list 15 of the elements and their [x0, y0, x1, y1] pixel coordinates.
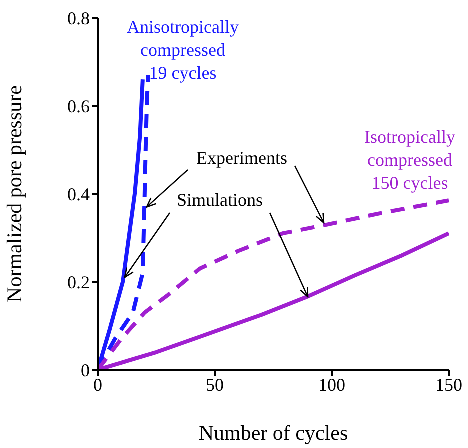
x-tick-label: 50: [206, 374, 224, 395]
x-tick-label: 100: [318, 374, 346, 395]
x-tick-label: 0: [94, 374, 102, 395]
annotation: Simulations: [176, 189, 264, 212]
y-tick-label: 0.6: [68, 96, 90, 116]
annotation: Experiments: [196, 147, 288, 170]
x-tick-label: 150: [436, 374, 462, 395]
x-axis-title: Number of cycles: [198, 421, 348, 445]
y-tick-label: 0.8: [68, 8, 90, 28]
y-tick-label: 0.2: [68, 272, 90, 292]
annotation: Anisotropically compressed 19 cycles: [126, 16, 240, 85]
y-tick-label: 0.4: [68, 184, 90, 204]
annotation: Isotropically compressed 150 cycles: [364, 126, 456, 195]
y-axis-title: Normalized pore pressure: [2, 86, 26, 302]
y-tick-label: 0: [81, 360, 90, 380]
